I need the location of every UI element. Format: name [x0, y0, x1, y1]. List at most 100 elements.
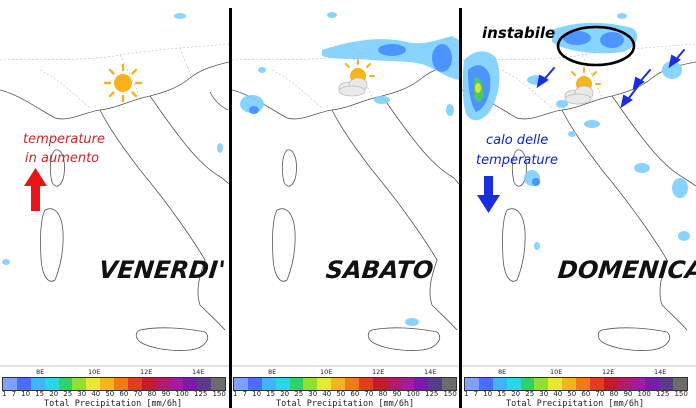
- sicily-outline: [597, 327, 671, 351]
- colorbar-swatch: [86, 378, 101, 390]
- colorbar-swatch: [16, 378, 31, 390]
- colorbar-swatch: [211, 378, 225, 390]
- arrow-down-left-icon: [632, 69, 651, 91]
- colorbar-swatch: [576, 378, 590, 390]
- lon-label: 14E: [192, 368, 205, 376]
- colorbar-swatch: [183, 378, 198, 390]
- coastline: [232, 61, 459, 120]
- arrow-down-left-icon: [668, 49, 685, 69]
- colorbar-swatch: [492, 378, 507, 390]
- colorbar-tick-label: 80: [378, 390, 388, 398]
- colorbar-tick-label: 50: [567, 390, 577, 398]
- colorbar-tick-label: 40: [322, 390, 332, 398]
- colorbar-swatch: [127, 378, 142, 390]
- colorbar-tick-label: 1: [464, 390, 469, 398]
- colorbar-swatch: [659, 378, 674, 390]
- colorbar-tick-label: 100: [406, 390, 420, 398]
- colorbar-swatch: [100, 378, 114, 390]
- colorbar-tick-label: 100: [175, 390, 189, 398]
- colorbar-swatch: [289, 378, 304, 390]
- sun-behind-cloud-icon: [338, 59, 375, 97]
- map-saturday: [232, 12, 459, 367]
- colorbar-swatch: [44, 378, 59, 390]
- colorbar-tick-label: 125: [424, 390, 439, 398]
- lon-label: 12E: [372, 368, 385, 376]
- lon-label: 14E: [654, 368, 667, 376]
- colorbar-tick-label: 25: [294, 390, 304, 398]
- colorbar-swatch: [414, 378, 429, 390]
- lon-label: 12E: [140, 368, 153, 376]
- colorbar-tick-label: 80: [147, 390, 157, 398]
- colorbar-tick-label: 90: [623, 390, 633, 398]
- colorbar-tick-label: 70: [133, 390, 143, 398]
- colorbar-swatch: [506, 378, 521, 390]
- precip-blob: [174, 13, 186, 19]
- colorbar-swatch: [3, 378, 17, 390]
- precip-blob: [662, 61, 682, 79]
- colorbar-tick-label: 40: [553, 390, 563, 398]
- precip-blob: [217, 143, 223, 153]
- colorbar-tick-label: 125: [193, 390, 208, 398]
- precip-blob: [327, 12, 337, 18]
- panel-saturday: SABATO 8E 10E 12E 14E 1 7 10 15 20 25 30 40 50 60…: [232, 0, 459, 408]
- coastline: [381, 95, 459, 185]
- sun-behind-cloud-icon: [564, 67, 601, 105]
- colorbar-tick-label: 125: [655, 390, 670, 398]
- colorbar-swatch: [358, 378, 373, 390]
- coastline: [561, 109, 668, 261]
- panel-divider: [229, 8, 232, 408]
- coastline: [611, 95, 696, 187]
- border: [179, 47, 193, 81]
- colorbar-tick-label: 100: [637, 390, 651, 398]
- border: [581, 54, 603, 99]
- precip-blob: [2, 259, 10, 265]
- colorbar-swatch: [197, 378, 212, 390]
- colorbar-tick-label: 30: [77, 390, 87, 398]
- colorbar-tick-label: 150: [212, 390, 226, 398]
- colorbar-tick-label: 1: [2, 390, 7, 398]
- sun-icon: [103, 63, 143, 103]
- arrow-up-icon: [24, 168, 47, 211]
- colorbar-swatch: [386, 378, 401, 390]
- border: [119, 54, 141, 99]
- lon-label: 8E: [36, 368, 45, 376]
- precip-blob: [556, 100, 568, 108]
- colorbar-swatch: [58, 378, 73, 390]
- temperature-rising-label: temperature in aumento: [23, 132, 105, 166]
- colorbar-swatch: [155, 378, 170, 390]
- precip-blob: [405, 318, 419, 326]
- lon-label: 10E: [320, 368, 333, 376]
- colorbar-swatch: [589, 378, 604, 390]
- colorbar-ticks: 1 7 10 15 20 25 30 40 50 60 70 80 90 100 125 150: [2, 390, 226, 398]
- precip-blob: [634, 163, 650, 173]
- colorbar-title: Total Precipitation [mm/6h]: [44, 399, 183, 408]
- precip-blob: [446, 104, 454, 116]
- colorbar-tick-label: 25: [63, 390, 73, 398]
- colorbar-tick-label: 40: [91, 390, 101, 398]
- colorbar-tick-label: 7: [11, 390, 17, 398]
- sardinia-outline: [40, 208, 64, 282]
- precip-blob: [475, 83, 481, 93]
- unstable-area-outline: [556, 25, 636, 67]
- colorbar-tick-label: 25: [525, 390, 535, 398]
- colorbar-swatch: [372, 378, 387, 390]
- colorbar-swatch: [331, 378, 345, 390]
- colorbar-swatch: [72, 378, 87, 390]
- colorbar-swatch: [562, 378, 576, 390]
- colorbar-tick-label: 15: [497, 390, 507, 398]
- colorbar-tick-label: 80: [609, 390, 619, 398]
- colorbar-swatch: [169, 378, 184, 390]
- colorbar-swatch: [30, 378, 45, 390]
- colorbar-tick-label: 20: [49, 390, 59, 398]
- map-friday: [0, 13, 229, 367]
- sardinia-outline: [272, 208, 296, 282]
- sardinia-outline: [502, 208, 526, 282]
- precip-blob: [249, 106, 259, 114]
- colorbar-tick-label: 7: [473, 390, 479, 398]
- colorbar-tick-label: 90: [161, 390, 171, 398]
- precip-blob: [563, 31, 591, 45]
- coastline: [149, 95, 229, 185]
- precip-colorbar: [464, 377, 688, 391]
- colorbar-swatch: [673, 378, 687, 390]
- colorbar-swatch: [275, 378, 290, 390]
